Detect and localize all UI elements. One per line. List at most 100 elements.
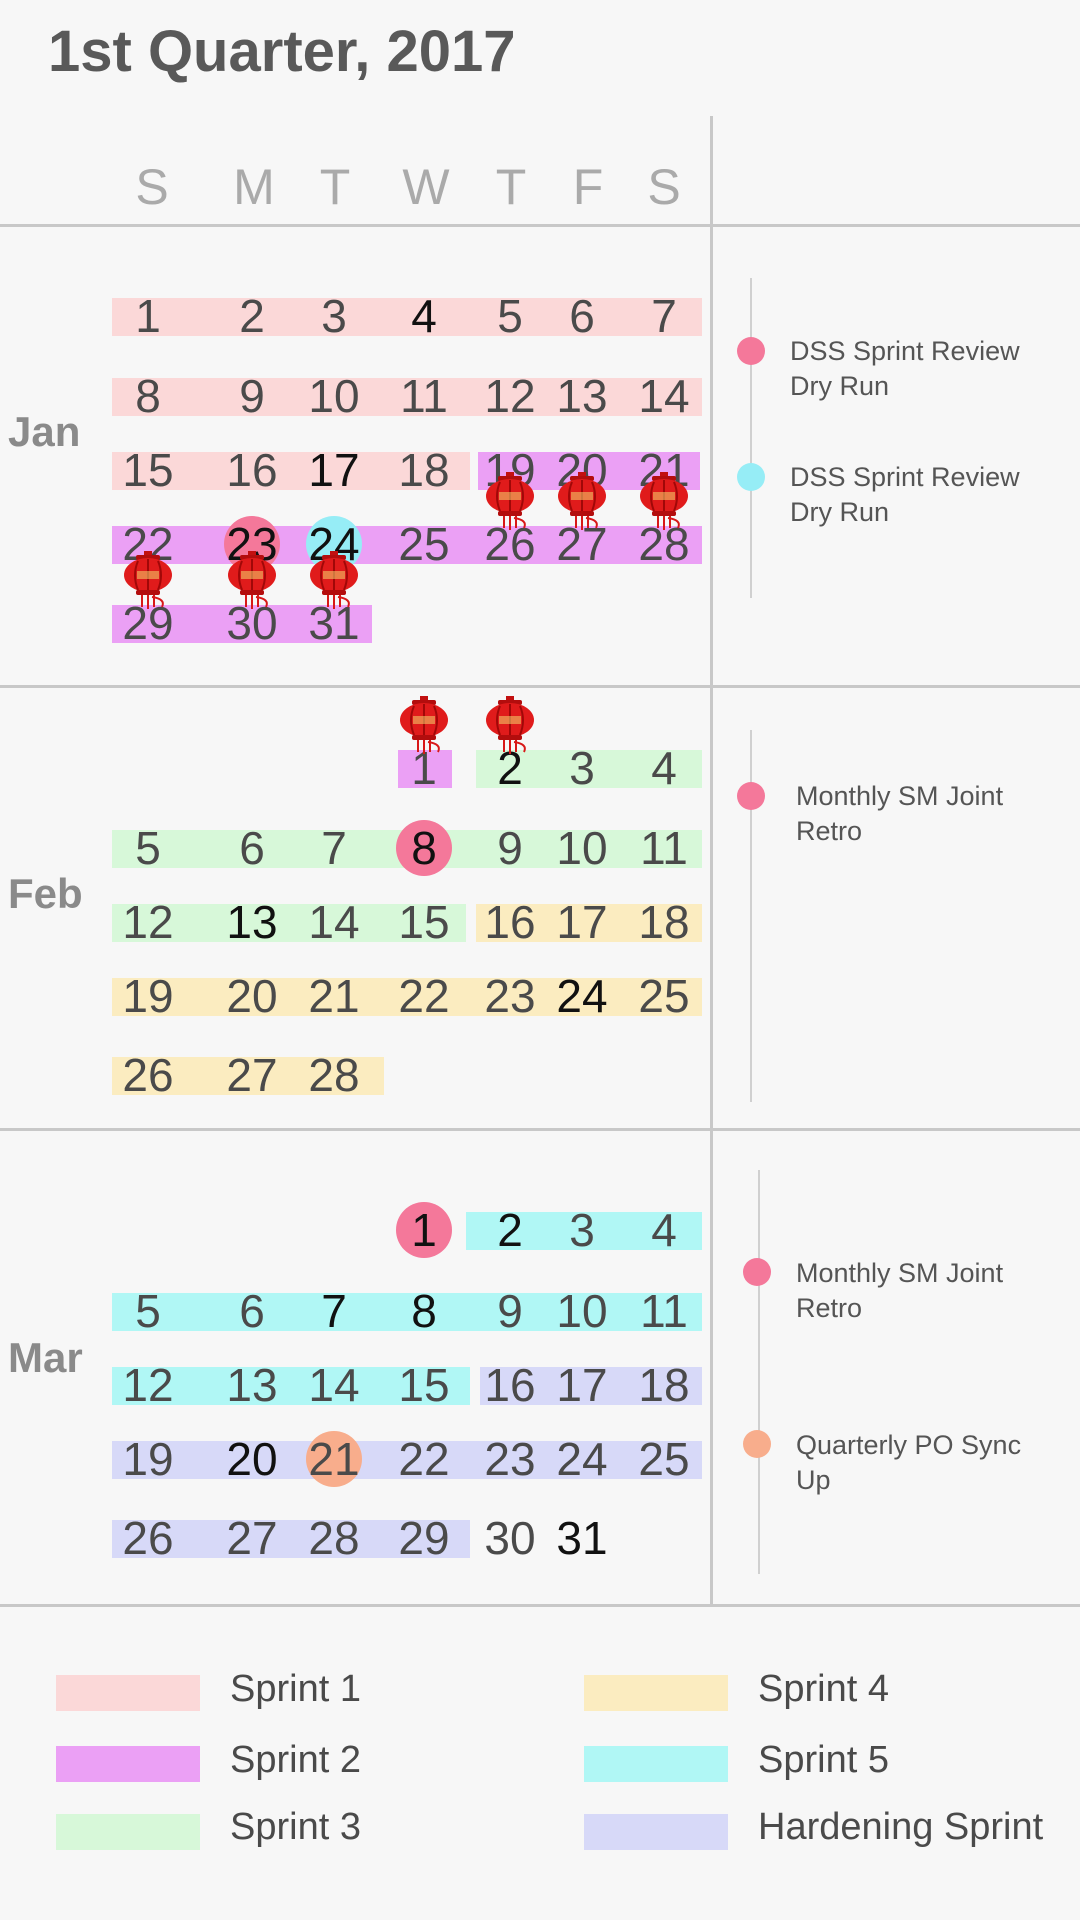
day-feb-15[interactable]: 15 bbox=[398, 896, 450, 948]
day-jan-6[interactable]: 6 bbox=[569, 290, 595, 342]
day-jan-2[interactable]: 2 bbox=[239, 290, 265, 342]
calendar-events-divider bbox=[710, 116, 713, 1606]
day-mar-9[interactable]: 9 bbox=[497, 1285, 523, 1337]
weekday-thu: T bbox=[495, 159, 527, 215]
day-jan-15[interactable]: 15 bbox=[122, 444, 174, 496]
day-mar-3[interactable]: 3 bbox=[569, 1204, 595, 1256]
day-mar-12[interactable]: 12 bbox=[122, 1359, 174, 1411]
day-feb-23[interactable]: 23 bbox=[484, 970, 536, 1022]
sprint-band-sprint4 bbox=[112, 1057, 384, 1095]
day-mar-27[interactable]: 27 bbox=[226, 1512, 278, 1564]
day-feb-8[interactable]: 8 bbox=[411, 822, 437, 874]
day-mar-30[interactable]: 30 bbox=[484, 1512, 536, 1564]
event-feb-1[interactable]: Monthly SM Joint Retro bbox=[796, 781, 1004, 846]
sprint-band-sprint2 bbox=[398, 750, 452, 788]
day-feb-9[interactable]: 9 bbox=[497, 822, 523, 874]
day-feb-24[interactable]: 24 bbox=[556, 970, 608, 1022]
day-feb-14[interactable]: 14 bbox=[308, 896, 360, 948]
legend-label-sprint-2: Sprint 2 bbox=[230, 1739, 361, 1781]
day-feb-6[interactable]: 6 bbox=[239, 822, 265, 874]
lantern-icon bbox=[226, 551, 278, 609]
day-mar-21[interactable]: 21 bbox=[308, 1433, 360, 1485]
legend-swatch-hardening bbox=[584, 1814, 728, 1850]
day-mar-19[interactable]: 19 bbox=[122, 1433, 174, 1485]
day-feb-21[interactable]: 21 bbox=[308, 970, 360, 1022]
day-jan-17[interactable]: 17 bbox=[308, 444, 360, 496]
day-mar-25[interactable]: 25 bbox=[638, 1433, 690, 1485]
day-mar-20[interactable]: 20 bbox=[226, 1433, 278, 1485]
day-jan-14[interactable]: 14 bbox=[638, 370, 690, 422]
event-mar-2[interactable]: Quarterly PO Sync Up bbox=[796, 1430, 1022, 1495]
day-jan-1[interactable]: 1 bbox=[135, 290, 161, 342]
sprint-band-sprint3 bbox=[112, 904, 466, 942]
day-feb-18[interactable]: 18 bbox=[638, 896, 690, 948]
day-mar-7[interactable]: 7 bbox=[321, 1285, 347, 1337]
sprint-band-sprint2 bbox=[112, 526, 702, 564]
day-mar-13[interactable]: 13 bbox=[226, 1359, 278, 1411]
day-mar-5[interactable]: 5 bbox=[135, 1285, 161, 1337]
day-mar-22[interactable]: 22 bbox=[398, 1433, 450, 1485]
day-mar-28[interactable]: 28 bbox=[308, 1512, 360, 1564]
day-mar-17[interactable]: 17 bbox=[556, 1359, 608, 1411]
event-jan-2[interactable]: DSS Sprint Review Dry Run bbox=[790, 462, 1020, 527]
day-feb-26[interactable]: 26 bbox=[122, 1049, 174, 1101]
day-jan-13[interactable]: 13 bbox=[556, 370, 608, 422]
day-jan-5[interactable]: 5 bbox=[497, 290, 523, 342]
day-jan-7[interactable]: 7 bbox=[651, 290, 677, 342]
month-label-mar: Mar bbox=[8, 1334, 83, 1381]
day-feb-16[interactable]: 16 bbox=[484, 896, 536, 948]
sprint-band-sprint5 bbox=[112, 1293, 702, 1331]
day-feb-20[interactable]: 20 bbox=[226, 970, 278, 1022]
day-jan-11[interactable]: 11 bbox=[400, 370, 448, 422]
day-jan-18[interactable]: 18 bbox=[398, 444, 450, 496]
day-feb-7[interactable]: 7 bbox=[321, 822, 347, 874]
day-mar-10[interactable]: 10 bbox=[556, 1285, 608, 1337]
day-feb-28[interactable]: 28 bbox=[308, 1049, 360, 1101]
day-feb-22[interactable]: 22 bbox=[398, 970, 450, 1022]
day-feb-19[interactable]: 19 bbox=[122, 970, 174, 1022]
day-mar-18[interactable]: 18 bbox=[638, 1359, 690, 1411]
day-jan-9[interactable]: 9 bbox=[239, 370, 265, 422]
mar-event-timeline bbox=[758, 1170, 760, 1574]
day-feb-25[interactable]: 25 bbox=[638, 970, 690, 1022]
event-jan-1[interactable]: DSS Sprint Review Dry Run bbox=[790, 336, 1020, 401]
legend-label-sprint-5: Sprint 5 bbox=[758, 1739, 889, 1781]
day-mar-29[interactable]: 29 bbox=[398, 1512, 450, 1564]
day-mar-2[interactable]: 2 bbox=[497, 1204, 523, 1256]
day-mar-8[interactable]: 8 bbox=[411, 1285, 437, 1337]
day-feb-10[interactable]: 10 bbox=[556, 822, 608, 874]
day-mar-4[interactable]: 4 bbox=[651, 1204, 677, 1256]
day-feb-27[interactable]: 27 bbox=[226, 1049, 278, 1101]
day-feb-5[interactable]: 5 bbox=[135, 822, 161, 874]
sprint-band-sprint4 bbox=[112, 978, 702, 1016]
day-mar-1[interactable]: 1 bbox=[411, 1204, 437, 1256]
day-jan-25[interactable]: 25 bbox=[398, 518, 450, 570]
day-jan-8[interactable]: 8 bbox=[135, 370, 161, 422]
day-mar-16[interactable]: 16 bbox=[484, 1359, 536, 1411]
day-mar-26[interactable]: 26 bbox=[122, 1512, 174, 1564]
day-feb-3[interactable]: 3 bbox=[569, 742, 595, 794]
day-feb-11[interactable]: 11 bbox=[640, 822, 688, 874]
day-jan-16[interactable]: 16 bbox=[226, 444, 278, 496]
event-mar-1[interactable]: Monthly SM Joint Retro bbox=[796, 1258, 1004, 1323]
day-jan-12[interactable]: 12 bbox=[484, 370, 536, 422]
sprint-band-sprint3 bbox=[476, 750, 702, 788]
day-mar-11[interactable]: 11 bbox=[640, 1285, 688, 1337]
day-jan-4[interactable]: 4 bbox=[411, 290, 437, 342]
day-mar-14[interactable]: 14 bbox=[308, 1359, 360, 1411]
day-mar-15[interactable]: 15 bbox=[398, 1359, 450, 1411]
day-mar-6[interactable]: 6 bbox=[239, 1285, 265, 1337]
day-jan-3[interactable]: 3 bbox=[321, 290, 347, 342]
event-dot-jan-2 bbox=[737, 463, 765, 491]
day-feb-12[interactable]: 12 bbox=[122, 896, 174, 948]
day-feb-17[interactable]: 17 bbox=[556, 896, 608, 948]
mar-legend-divider bbox=[0, 1604, 1080, 1607]
day-feb-13[interactable]: 13 bbox=[226, 896, 278, 948]
day-mar-31[interactable]: 31 bbox=[556, 1512, 608, 1564]
day-feb-4[interactable]: 4 bbox=[651, 742, 677, 794]
day-mar-24[interactable]: 24 bbox=[556, 1433, 608, 1485]
legend-swatch-sprint-5 bbox=[584, 1746, 728, 1782]
day-mar-23[interactable]: 23 bbox=[484, 1433, 536, 1485]
day-jan-10[interactable]: 10 bbox=[308, 370, 360, 422]
sprint-band-sprint4 bbox=[476, 904, 702, 942]
